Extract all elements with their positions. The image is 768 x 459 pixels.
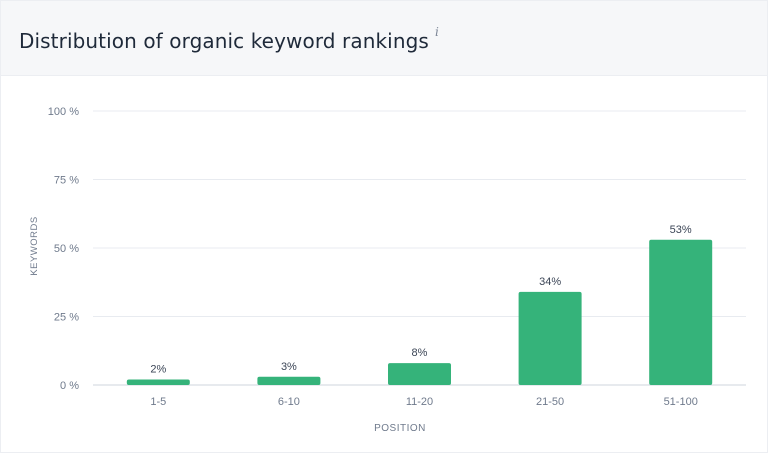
x-axis-label: POSITION (374, 423, 426, 434)
chart-area: 0 % 25 % 50 % 75 % 100 % 2% 3% 8% 34% 53% 1-5 6-1… (1, 76, 768, 454)
data-labels: 2% 3% 8% 34% 53% (150, 224, 692, 376)
y-tick-label: 25 % (54, 312, 79, 324)
data-label: 3% (281, 361, 297, 373)
x-tick-label: 6-10 (278, 396, 300, 408)
bar[interactable] (126, 379, 190, 385)
chart-title: Distribution of organic keyword rankings (19, 29, 429, 53)
bars (126, 239, 713, 385)
grid-lines (93, 110, 746, 386)
bar-chart: 0 % 25 % 50 % 75 % 100 % 2% 3% 8% 34% 53% 1-5 6-1… (29, 106, 746, 434)
bar[interactable] (257, 376, 321, 385)
bar[interactable] (388, 363, 451, 385)
data-label: 34% (539, 276, 561, 288)
data-label: 2% (150, 364, 166, 376)
y-tick-label: 0 % (60, 380, 79, 392)
data-label: 53% (670, 224, 692, 236)
info-icon[interactable]: i (434, 25, 439, 39)
x-tick-labels: 1-5 6-10 11-20 21-50 51-100 (150, 396, 697, 408)
y-tick-label: 100 % (48, 106, 79, 118)
y-axis-label: KEYWORDS (29, 216, 40, 275)
x-tick-label: 11-20 (406, 396, 433, 408)
data-label: 8% (412, 347, 428, 359)
x-tick-label: 21-50 (536, 396, 564, 408)
bar[interactable] (518, 291, 582, 385)
y-tick-label: 75 % (54, 175, 79, 187)
y-tick-label: 50 % (54, 243, 79, 255)
x-tick-label: 1-5 (150, 396, 166, 408)
x-tick-label: 51-100 (664, 396, 698, 408)
panel-header: Distribution of organic keyword rankings… (1, 1, 767, 76)
bar[interactable] (649, 239, 713, 385)
y-tick-labels: 0 % 25 % 50 % 75 % 100 % (48, 106, 79, 392)
